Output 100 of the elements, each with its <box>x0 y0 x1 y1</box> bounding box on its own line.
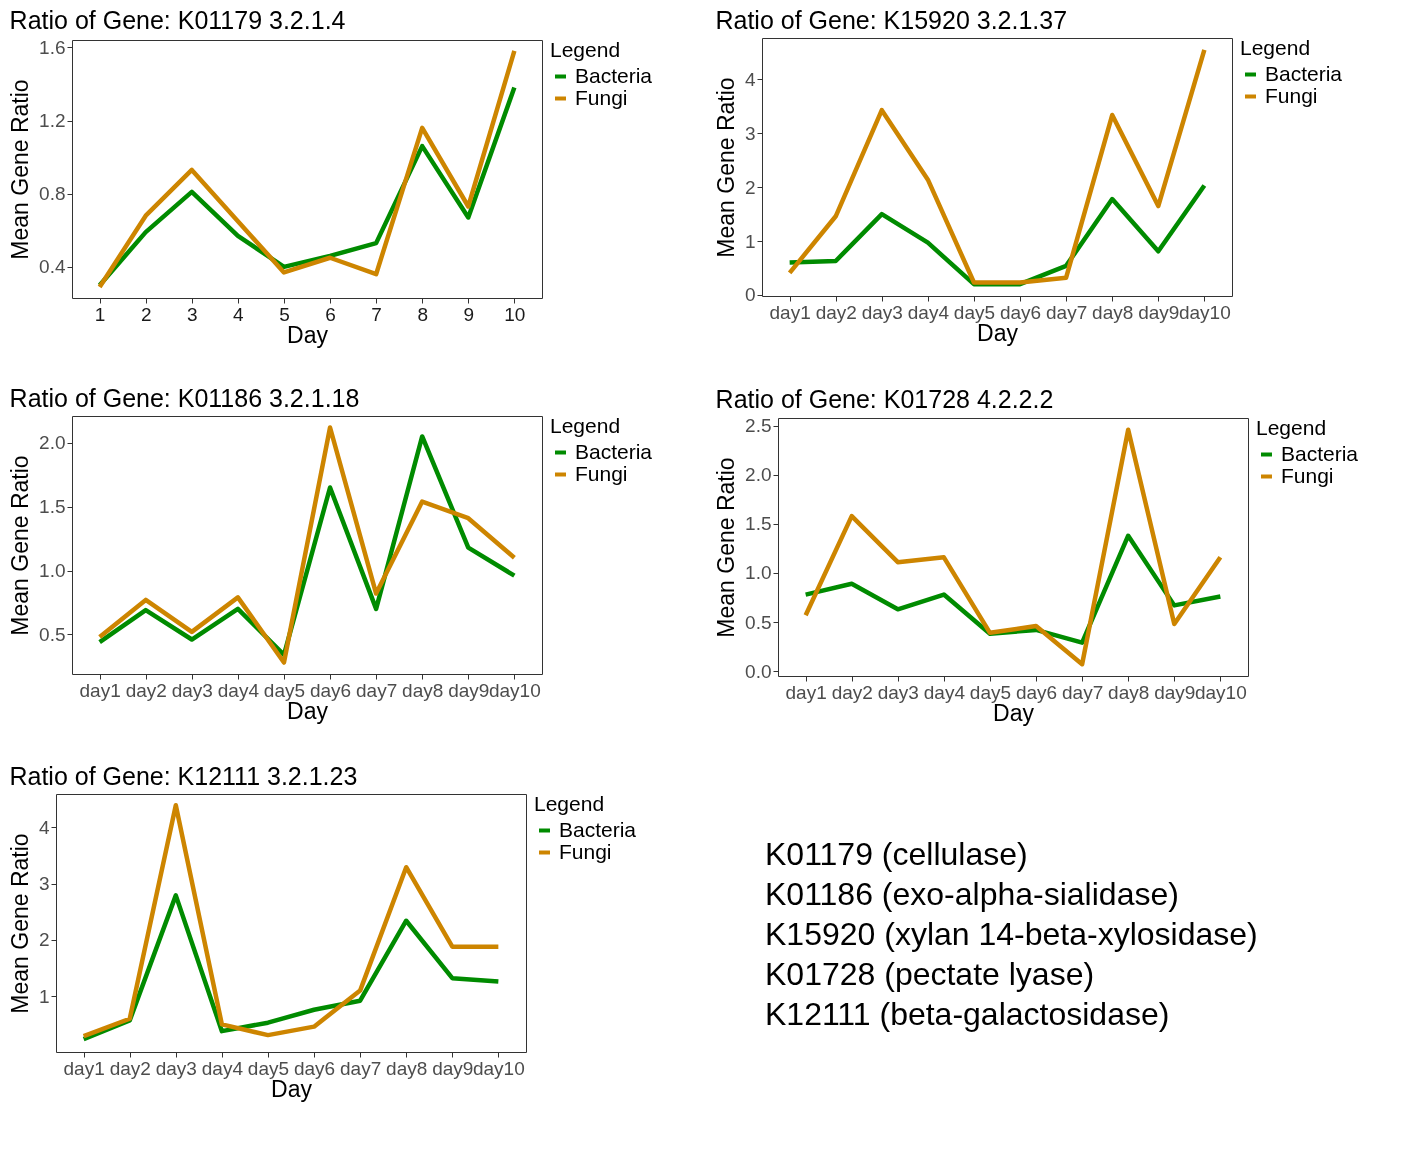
x-tick-label: day8 <box>386 1057 428 1079</box>
y-tick-label: 0.5 <box>39 623 66 645</box>
legend-title: Legend <box>1240 36 1311 59</box>
legend-label: Bacteria <box>1265 61 1343 85</box>
y-tick-label: 1.6 <box>39 36 66 58</box>
y-tick-label: 1.5 <box>39 496 66 518</box>
x-tick-label: day2 <box>831 681 873 703</box>
x-tick-label: day9 <box>1138 301 1180 323</box>
x-tick-label: day9 <box>448 679 490 701</box>
x-tick-label: 7 <box>371 303 382 325</box>
line-series <box>81 803 501 1039</box>
x-tick-label: day1 <box>79 679 121 701</box>
x-tick-label: day5 <box>263 679 306 701</box>
x-tick-label: day6 <box>309 679 352 701</box>
line-series <box>97 48 517 290</box>
y-tick-label: 2 <box>744 176 756 198</box>
x-tick-label: day4 <box>923 681 966 703</box>
text: K12111 (beta-galactosidase) <box>765 996 1170 1032</box>
x-tick-label: day3 <box>171 679 213 701</box>
y-tick-label: 1 <box>744 230 756 252</box>
x-tick-label: 2 <box>140 303 152 325</box>
text: K01186 (exo-alpha-sialidase) <box>765 876 1179 912</box>
legend-title: Legend <box>1256 416 1327 439</box>
x-tick-label: 10 <box>504 303 526 325</box>
x-tick-label: day7 <box>1062 681 1104 703</box>
x-tick-label: 9 <box>463 303 475 325</box>
x-tick-label: 5 <box>279 303 290 325</box>
x-tick-label: day6 <box>293 1057 336 1079</box>
text: K01179 (cellulase) <box>765 836 1028 872</box>
legend-label: Fungi <box>1281 463 1334 487</box>
legend-label: Fungi <box>1265 83 1318 107</box>
x-tick-label: day3 <box>877 681 919 703</box>
y-tick-label: 0.0 <box>745 660 772 682</box>
x-tick-label: day2 <box>109 1057 151 1079</box>
x-tick-label: day9 <box>1154 681 1196 703</box>
y-tick-label: 2 <box>38 929 50 951</box>
x-tick-label: 3 <box>187 303 198 325</box>
chart-title: Ratio of Gene: K01728 4.2.2.2 <box>715 384 1054 413</box>
line-series <box>803 427 1223 667</box>
legend-label: Fungi <box>575 461 628 485</box>
y-axis-title: Mean Gene Ratio <box>6 833 33 1014</box>
text: K15920 (xylan 14-beta-xylosidase) <box>765 916 1258 952</box>
y-tick-label: 4 <box>38 816 50 838</box>
legend-title: Legend <box>550 38 621 61</box>
chart-title: Ratio of Gene: K01186 3.2.1.18 <box>9 384 360 412</box>
x-tick-label: day9 <box>432 1057 474 1079</box>
x-tick-label: 4 <box>233 303 245 325</box>
x-tick-label: 8 <box>417 303 428 325</box>
x-tick-label: day5 <box>969 681 1012 703</box>
x-tick-label: day8 <box>402 679 444 701</box>
x-tick-label: day7 <box>340 1057 382 1079</box>
x-tick-label: day1 <box>63 1057 105 1079</box>
text: K01728 (pectate lyase) <box>765 956 1095 992</box>
x-tick-label: day10 <box>1178 301 1231 323</box>
x-tick-label: day8 <box>1092 301 1134 323</box>
chart-title: Ratio of Gene: K12111 3.2.1.23 <box>9 762 358 790</box>
y-axis-title: Mean Gene Ratio <box>713 457 740 638</box>
chart-title: Ratio of Gene: K01179 3.2.1.4 <box>9 6 346 35</box>
y-tick-label: 2.0 <box>745 464 772 486</box>
legend-label: Fungi <box>559 839 612 863</box>
x-tick-label: day4 <box>907 301 950 323</box>
y-tick-label: 3 <box>744 122 756 144</box>
y-tick-label: 2.5 <box>745 415 772 437</box>
y-tick-label: 0.4 <box>39 256 66 278</box>
x-tick-label: day5 <box>247 1057 290 1079</box>
x-tick-label: day4 <box>217 679 260 701</box>
x-tick-label: day7 <box>356 679 398 701</box>
y-tick-label: 1 <box>38 985 50 1007</box>
x-tick-label: day8 <box>1108 681 1150 703</box>
x-tick-label: day3 <box>155 1057 197 1079</box>
legend-label: Bacteria <box>1281 441 1359 465</box>
x-tick-label: day2 <box>125 679 167 701</box>
y-tick-label: 0.5 <box>745 611 772 633</box>
x-tick-label: day7 <box>1046 301 1088 323</box>
legend-label: Bacteria <box>575 63 653 87</box>
x-tick-label: day5 <box>953 301 996 323</box>
y-tick-label: 0.8 <box>39 183 66 205</box>
legend-title: Legend <box>534 792 605 815</box>
y-tick-label: 2.0 <box>39 432 66 454</box>
x-tick-label: day6 <box>1015 681 1058 703</box>
y-axis-title: Mean Gene Ratio <box>7 455 34 636</box>
x-tick-label: day6 <box>999 301 1042 323</box>
x-tick-label: day3 <box>861 301 903 323</box>
legend-label: Fungi <box>575 85 628 109</box>
x-tick-label: day10 <box>488 679 541 701</box>
y-axis-title: Mean Gene Ratio <box>7 79 34 260</box>
x-tick-label: day1 <box>785 681 827 703</box>
legend-label: Bacteria <box>575 439 653 463</box>
y-tick-label: 4 <box>744 68 756 90</box>
x-tick-label: day10 <box>472 1057 525 1079</box>
chart-title: Ratio of Gene: K15920 3.2.1.37 <box>715 6 1068 34</box>
y-tick-label: 0 <box>744 284 756 306</box>
y-tick-label: 1.0 <box>745 562 772 584</box>
legend-title: Legend <box>550 414 621 437</box>
x-tick-label: 1 <box>94 303 106 325</box>
x-tick-label: day1 <box>769 301 811 323</box>
legend-label: Bacteria <box>559 817 637 841</box>
x-tick-label: day10 <box>1194 681 1247 703</box>
y-tick-label: 3 <box>38 873 50 895</box>
y-tick-label: 1.0 <box>39 560 66 582</box>
